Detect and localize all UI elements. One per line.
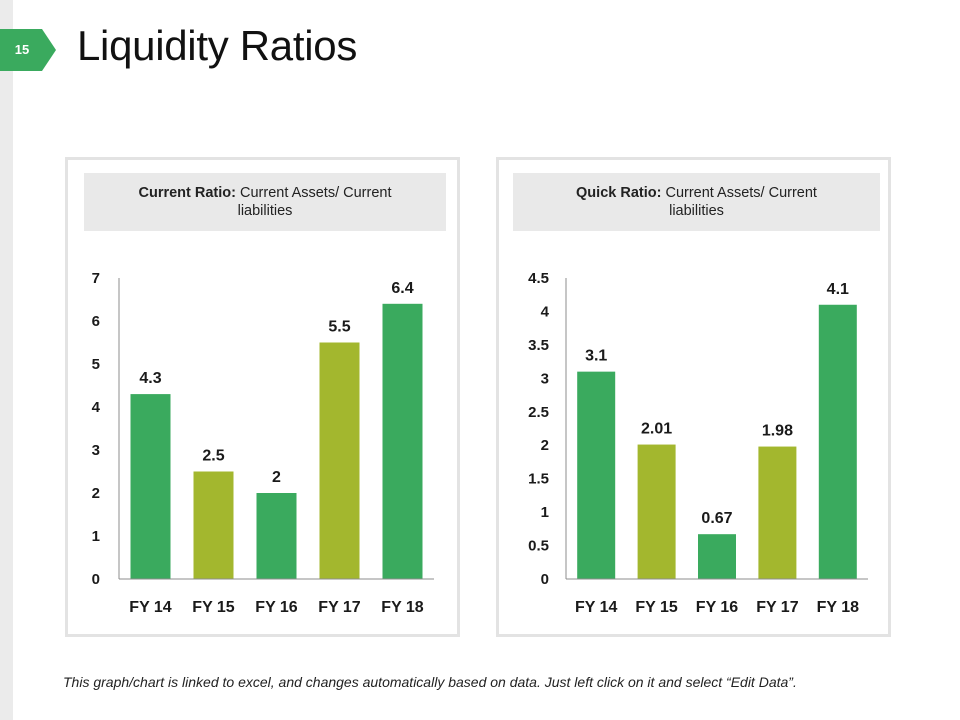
x-category-label: FY 16 — [255, 599, 298, 616]
x-category-label: FY 14 — [575, 599, 618, 616]
y-tick-label: 7 — [92, 270, 100, 287]
quick-ratio-panel: Quick Ratio: Current Assets/ Current lia… — [496, 157, 891, 637]
page-number-tab — [0, 29, 56, 71]
x-category-label: FY 17 — [756, 599, 799, 616]
bar-fy-15[interactable] — [637, 444, 676, 579]
x-category-label: FY 18 — [817, 599, 860, 616]
data-label: 1.98 — [762, 423, 793, 440]
quick-ratio-header: Quick Ratio: Current Assets/ Current lia… — [513, 173, 880, 231]
data-label: 6.4 — [391, 280, 413, 297]
y-tick-label: 4.5 — [528, 270, 549, 287]
y-tick-label: 0.5 — [528, 538, 549, 555]
bar-fy-18[interactable] — [382, 303, 423, 579]
current-ratio-chart[interactable]: 0 1 2 3 4 5 6 7 4.3 FY 14 2.5 FY 15 2 FY 16 5.5 FY 17 6.… — [68, 160, 457, 634]
quick-ratio-header-bold: Quick Ratio: — [576, 185, 662, 201]
data-label: 4.3 — [139, 370, 161, 387]
y-tick-label: 1.5 — [528, 471, 549, 488]
current-ratio-header-text: Current Assets/ Current liabilities — [235, 185, 392, 219]
page-title: Liquidity Ratios — [77, 22, 358, 69]
y-tick-label: 2.5 — [528, 404, 549, 421]
bar-fy-16[interactable] — [256, 493, 297, 579]
y-tick-label: 0 — [541, 571, 549, 588]
x-category-label: FY 15 — [192, 599, 235, 616]
y-tick-label: 4 — [92, 399, 101, 416]
current-ratio-header-bold: Current Ratio: — [138, 185, 236, 201]
data-label: 2.01 — [641, 421, 672, 438]
y-tick-label: 5 — [92, 356, 100, 373]
y-tick-label: 4 — [541, 303, 550, 320]
y-tick-label: 3 — [541, 370, 549, 387]
bar-fy-16[interactable] — [698, 534, 736, 579]
data-label: 5.5 — [328, 319, 350, 336]
y-tick-label: 1 — [92, 528, 100, 545]
data-label: 0.67 — [701, 510, 732, 527]
bar-fy-14[interactable] — [577, 371, 616, 579]
y-tick-label: 2 — [541, 437, 549, 454]
y-tick-label: 3 — [92, 442, 100, 459]
bar-fy-18[interactable] — [818, 304, 857, 579]
x-category-label: FY 17 — [318, 599, 361, 616]
x-category-label: FY 15 — [635, 599, 678, 616]
quick-ratio-chart[interactable]: 0 0.5 1 1.5 2 2.5 3 3.5 4 4.5 3.1 FY 14 2.01 FY 15 0.6… — [499, 160, 888, 634]
bar-fy-17[interactable] — [758, 446, 797, 579]
x-category-label: FY 14 — [129, 599, 172, 616]
y-tick-label: 2 — [92, 485, 100, 502]
y-tick-label: 0 — [92, 571, 100, 588]
current-ratio-panel: Current Ratio: Current Assets/ Current l… — [65, 157, 460, 637]
data-label: 2.5 — [202, 448, 224, 465]
y-tick-label: 6 — [92, 313, 100, 330]
data-label: 4.1 — [827, 281, 849, 298]
x-category-label: FY 16 — [696, 599, 739, 616]
y-tick-label: 1 — [541, 504, 549, 521]
data-label: 3.1 — [585, 348, 607, 365]
current-ratio-header: Current Ratio: Current Assets/ Current l… — [84, 173, 446, 231]
footer-note: This graph/chart is linked to excel, and… — [63, 674, 797, 690]
quick-ratio-header-text: Current Assets/ Current liabilities — [661, 185, 817, 219]
bar-fy-14[interactable] — [130, 394, 171, 579]
page-number: 15 — [14, 42, 30, 57]
y-tick-label: 3.5 — [528, 337, 549, 354]
left-strip — [0, 0, 13, 720]
data-label: 2 — [272, 469, 281, 486]
bar-fy-17[interactable] — [319, 342, 360, 580]
bar-fy-15[interactable] — [193, 471, 234, 580]
x-category-label: FY 18 — [381, 599, 424, 616]
